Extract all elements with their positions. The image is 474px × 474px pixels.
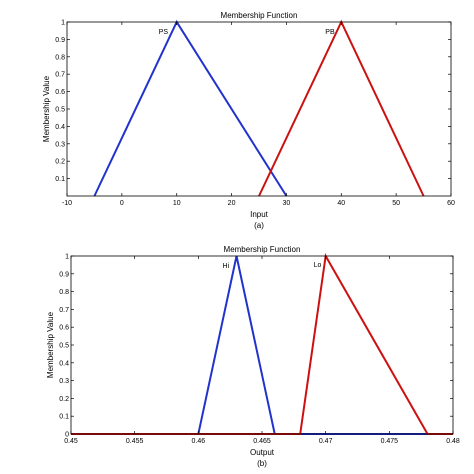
x-tick-label: 0.48	[446, 438, 460, 445]
chart-caption: (a)	[254, 221, 264, 230]
y-tick-label: 0.9	[55, 37, 65, 44]
x-tick-label: 0.475	[381, 438, 399, 445]
y-tick-label: 0.1	[55, 176, 65, 183]
y-tick-label: 0.1	[59, 414, 69, 421]
y-tick-label: 0.2	[55, 159, 65, 166]
y-tick-label: 0.7	[55, 72, 65, 79]
y-tick-label: 0	[65, 432, 69, 439]
x-axis-label: Output	[250, 448, 275, 457]
plot-frame	[70, 255, 454, 435]
chart-a: PS PB -10 0 10 20 30 40 50 60 0.1 0.2 0.3 0.4 0.5 0.6 0.…	[42, 11, 455, 230]
y-tick-label: 1	[65, 254, 69, 261]
chart-caption: (b)	[257, 459, 267, 468]
series-line-pb	[258, 19, 425, 197]
y-axis-label: Membership Value	[42, 75, 51, 142]
chart-b: Hi Lo 0.45 0.455 0.46 0.465 0.47 0.475 0.48 0 0.1 0…	[46, 245, 460, 468]
x-tick-label: 0.46	[192, 438, 206, 445]
series-label-pb: PB	[325, 29, 335, 36]
y-tick-label: 0.9	[59, 271, 69, 278]
y-tick-label: 0.3	[59, 378, 69, 385]
x-tick-label: 20	[228, 200, 236, 207]
series-line-ps	[93, 19, 288, 197]
y-tick-label: 0.4	[59, 360, 69, 367]
x-tick-label: 10	[173, 200, 181, 207]
series-line-hi	[71, 255, 453, 435]
x-tick-label: 0.465	[253, 438, 271, 445]
x-tick-label: 0.47	[319, 438, 333, 445]
y-tick-label: 0.8	[59, 289, 69, 296]
series-label-ps: PS	[159, 29, 169, 36]
series-line-lo	[71, 252, 453, 435]
x-axis-label: Input	[250, 210, 269, 219]
y-tick-label: 0.6	[59, 325, 69, 332]
y-tick-label: 0.5	[55, 107, 65, 114]
x-tick-label: 60	[447, 200, 455, 207]
x-tick-label: -10	[62, 200, 72, 207]
series-label-lo: Lo	[314, 262, 322, 269]
chart-title: Membership Function	[224, 245, 301, 254]
chart-title: Membership Function	[221, 11, 298, 20]
y-tick-label: 0.2	[59, 396, 69, 403]
y-tick-label: 0.4	[55, 124, 65, 131]
x-tick-label: 0	[120, 200, 124, 207]
y-tick-label: 0.6	[55, 89, 65, 96]
x-tick-label: 0.455	[126, 438, 144, 445]
plot-frame	[66, 21, 452, 197]
y-axis-label: Membership Value	[46, 311, 55, 378]
x-tick-label: 40	[337, 200, 345, 207]
x-tick-label: 0.45	[64, 438, 78, 445]
y-tick-label: 0.3	[55, 141, 65, 148]
x-tick-label: 50	[392, 200, 400, 207]
y-tick-label: 0.8	[55, 54, 65, 61]
x-tick-label: 30	[283, 200, 291, 207]
y-tick-label: 0.5	[59, 343, 69, 350]
y-tick-label: 0.7	[59, 307, 69, 314]
y-tick-label: 1	[61, 20, 65, 27]
series-label-hi: Hi	[223, 263, 230, 270]
